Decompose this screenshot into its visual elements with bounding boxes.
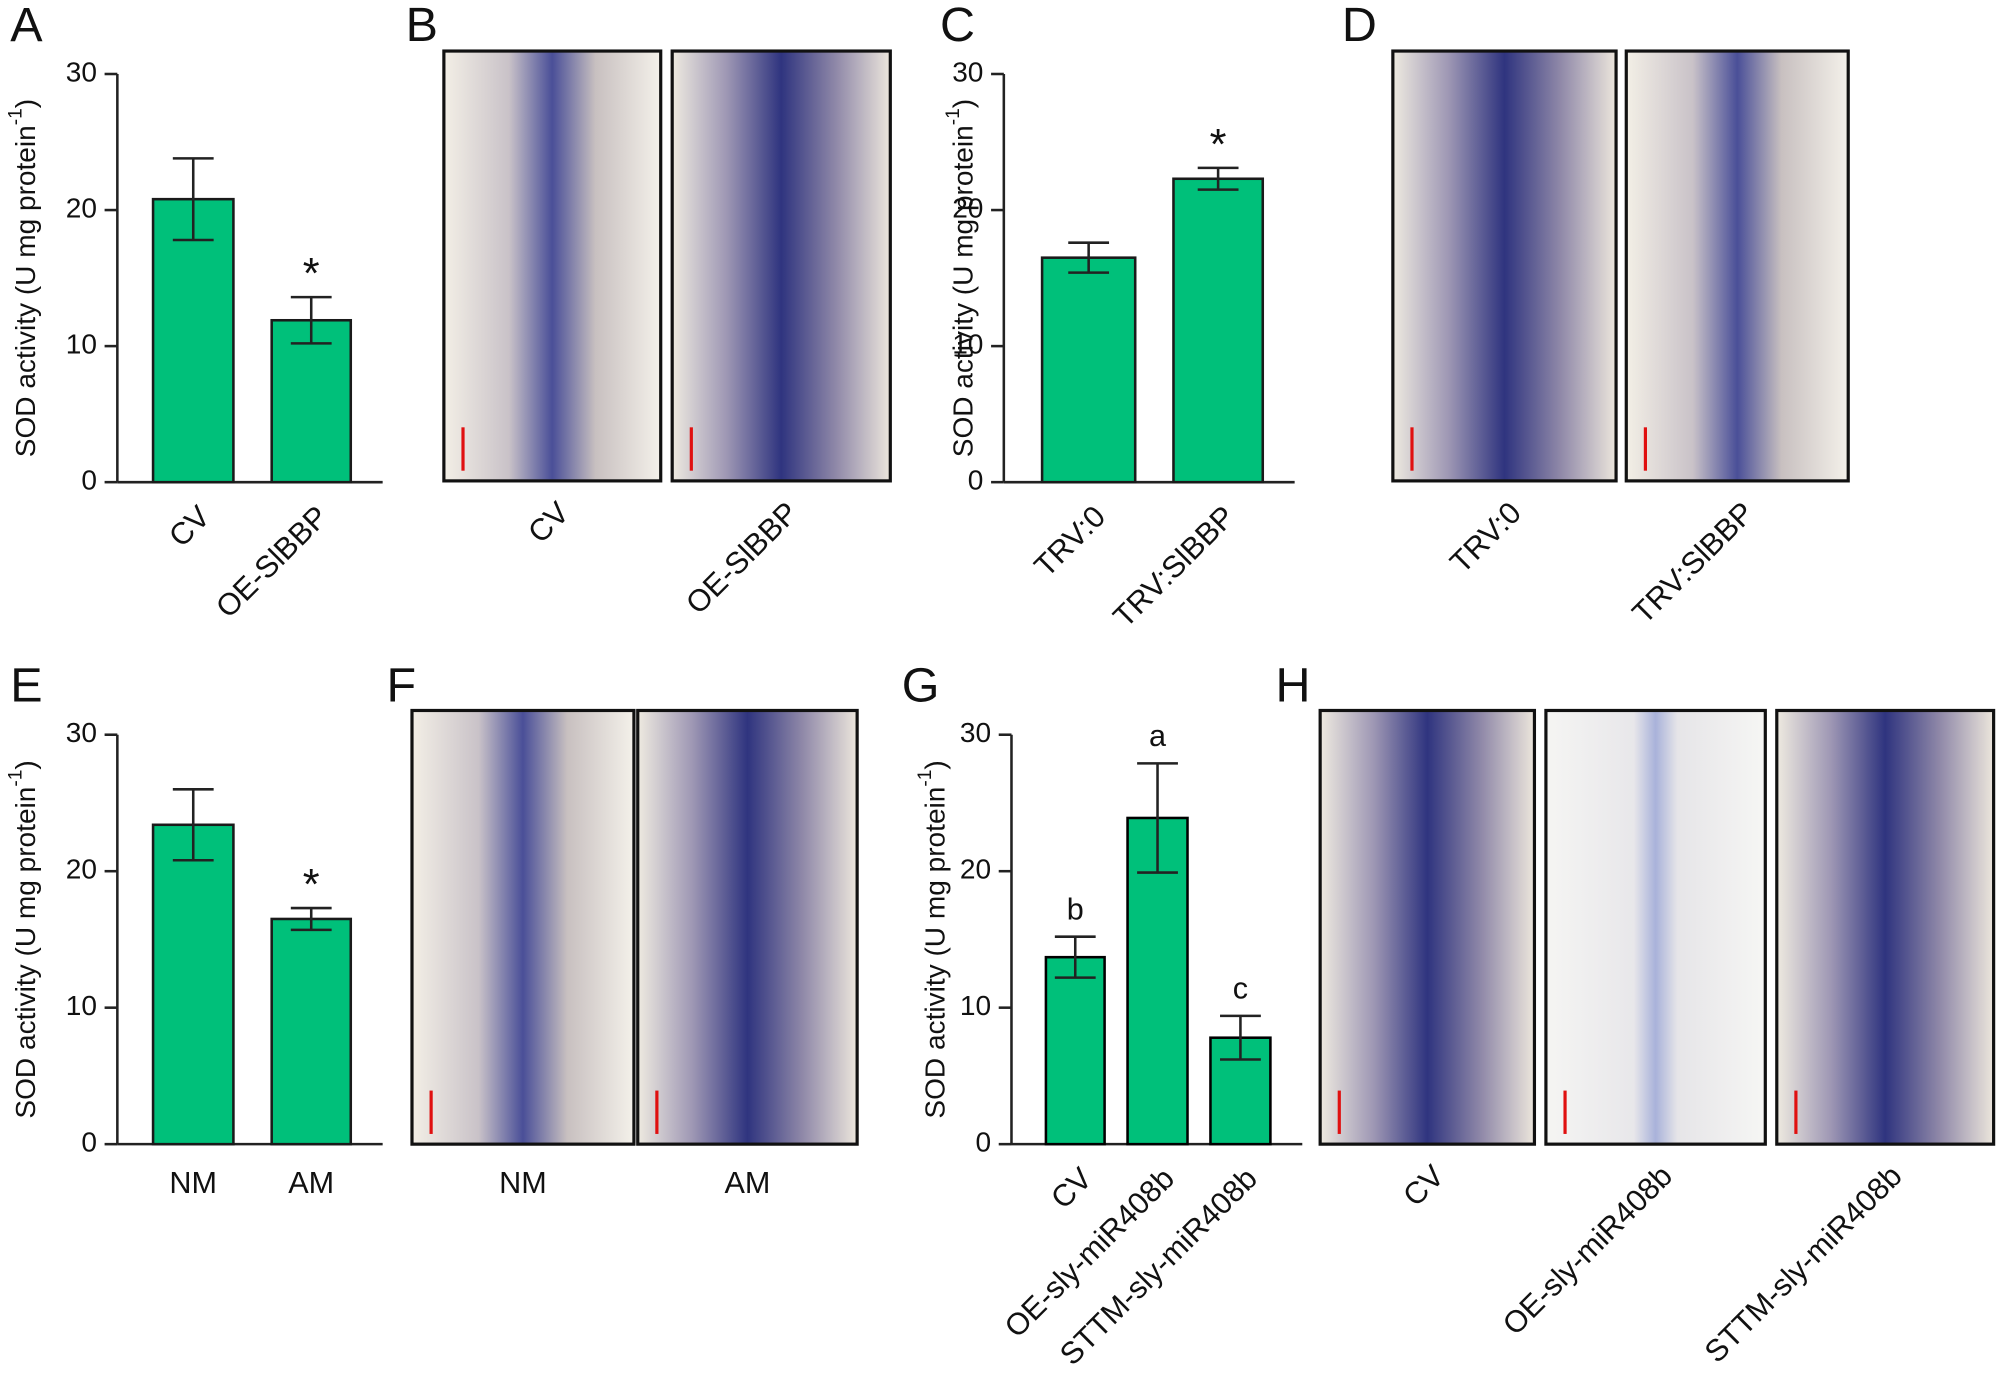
- x-tick-label: CV: [1045, 1161, 1100, 1216]
- micrograph: [1391, 49, 1618, 483]
- x-tick-label: TRV:SlBBP: [1107, 499, 1242, 634]
- caption: OE-sly-miR408b: [1496, 1159, 1679, 1342]
- x-tick-label: TRV:0: [1028, 499, 1112, 583]
- y-axis-label: SOD activity (U mg protein-1): [6, 99, 42, 457]
- y-tick-label: 10: [960, 990, 991, 1021]
- y-tick-label: 30: [952, 56, 983, 87]
- bar: [151, 823, 235, 1146]
- bar: [270, 917, 353, 1146]
- y-tick-label: 0: [968, 465, 984, 496]
- y-tick-label: 10: [952, 329, 983, 360]
- micrograph: [410, 708, 636, 1146]
- y-tick-label: 10: [66, 329, 97, 360]
- micrograph: [1775, 708, 1996, 1146]
- y-label-sup: -1: [6, 108, 27, 125]
- y-label-end: ): [10, 99, 41, 108]
- y-label-text: SOD activity (U mg protein: [10, 787, 41, 1119]
- x-tick-label: OE-SlBBP: [210, 499, 335, 624]
- y-tick-label: 30: [66, 717, 97, 748]
- y-label-sup: -1: [6, 770, 27, 787]
- x-tick-label: NM: [169, 1166, 217, 1200]
- y-label-end: ): [920, 760, 951, 769]
- y-axis-label: SOD activity (U mg protein-1): [6, 760, 42, 1118]
- panel-letter: D: [1342, 0, 1377, 52]
- annotation: b: [1067, 892, 1084, 926]
- caption: CV: [522, 495, 577, 550]
- panel-letter: C: [940, 0, 975, 52]
- annotation: *: [303, 861, 320, 909]
- y-tick-label: 0: [81, 1127, 97, 1158]
- y-tick-label: 0: [81, 465, 97, 496]
- annotation: c: [1233, 971, 1248, 1005]
- y-label-sup: -1: [915, 770, 936, 787]
- x-tick-label: AM: [288, 1166, 334, 1200]
- bar: [151, 197, 235, 484]
- bar: [1044, 955, 1106, 1146]
- panel-letter: H: [1276, 659, 1311, 713]
- micrograph: [1318, 708, 1537, 1146]
- caption: CV: [1397, 1158, 1452, 1213]
- micrograph: [1624, 49, 1850, 483]
- y-label-end: ): [948, 99, 979, 108]
- y-tick-label: 20: [960, 854, 991, 885]
- y-label-sup: -1: [943, 108, 964, 125]
- annotation: a: [1149, 719, 1167, 753]
- y-label-text: SOD activity (U mg protein: [10, 125, 41, 457]
- caption: TRV:0: [1444, 496, 1528, 580]
- caption: OE-SlBBP: [680, 496, 805, 621]
- y-tick-label: 20: [952, 192, 983, 223]
- panel-letter: A: [10, 0, 43, 52]
- caption: TRV:SlBBP: [1626, 496, 1761, 631]
- bar: [1172, 177, 1265, 484]
- panel-letter: B: [406, 0, 438, 52]
- y-tick-label: 30: [66, 56, 97, 87]
- y-axis-label: SOD activity (U mg protein-1): [915, 760, 951, 1118]
- micrograph: [1544, 708, 1767, 1146]
- y-tick-label: 30: [960, 717, 991, 748]
- panel-letter: F: [386, 659, 416, 713]
- caption: STTM-sly-miR408b: [1698, 1159, 1908, 1369]
- panel-letter: G: [902, 659, 940, 713]
- annotation: *: [303, 250, 320, 298]
- y-tick-label: 10: [66, 990, 97, 1021]
- y-label-end: ): [10, 760, 41, 769]
- annotation: *: [1210, 121, 1227, 169]
- panel-letter: E: [10, 659, 42, 713]
- y-tick-label: 0: [975, 1127, 991, 1158]
- micrograph: [670, 49, 892, 483]
- caption: NM: [499, 1166, 547, 1200]
- y-axis-label: SOD activity (U mg protein-1): [943, 99, 979, 457]
- y-tick-label: 20: [66, 854, 97, 885]
- micrograph: [636, 708, 859, 1146]
- bar: [1040, 256, 1137, 484]
- y-label-text: SOD activity (U mg protein: [948, 125, 979, 457]
- x-tick-label: CV: [163, 499, 218, 554]
- y-label-text: SOD activity (U mg protein: [920, 787, 951, 1119]
- caption: AM: [724, 1166, 770, 1200]
- micrograph: [442, 49, 663, 483]
- y-tick-label: 20: [66, 192, 97, 223]
